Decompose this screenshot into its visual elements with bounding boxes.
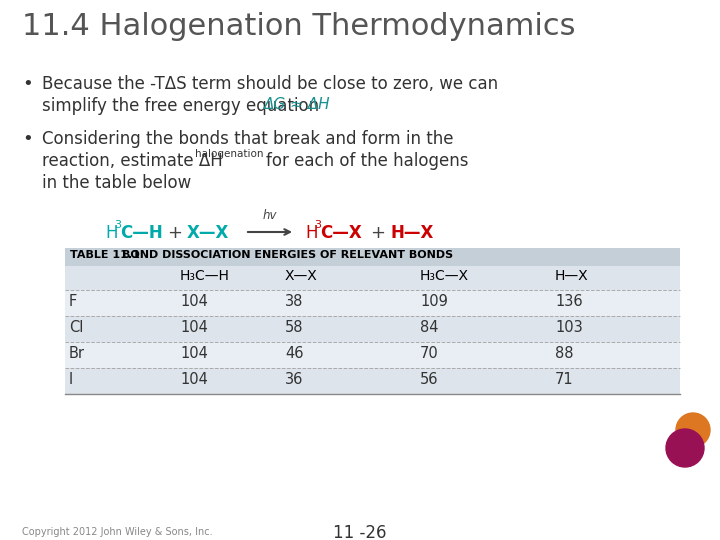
Text: 136: 136 [555,294,582,309]
Text: C—H: C—H [120,224,163,242]
Text: Because the -TΔS term should be close to zero, we can: Because the -TΔS term should be close to… [42,75,498,93]
Text: 104: 104 [180,346,208,361]
Text: I: I [69,372,73,387]
Text: 3: 3 [314,220,321,230]
Text: ΔG ≈ ΔH: ΔG ≈ ΔH [264,97,330,112]
Text: Br: Br [69,346,85,361]
Circle shape [676,413,710,447]
Text: •: • [22,75,32,93]
Text: Copyright 2012 John Wiley & Sons, Inc.: Copyright 2012 John Wiley & Sons, Inc. [22,527,212,537]
Text: •: • [22,130,32,148]
Text: 88: 88 [555,346,574,361]
Text: 46: 46 [285,346,304,361]
Text: 56: 56 [420,372,438,387]
Text: 104: 104 [180,294,208,309]
Text: C—X: C—X [320,224,361,242]
Text: Considering the bonds that break and form in the: Considering the bonds that break and for… [42,130,454,148]
Text: +: + [167,224,182,242]
Text: for each of the halogens: for each of the halogens [266,152,469,170]
Bar [65,368,680,394]
Text: +: + [370,224,385,242]
Text: H—X: H—X [390,224,433,242]
Text: H: H [305,224,318,242]
Text: 38: 38 [285,294,303,309]
Text: 58: 58 [285,320,304,335]
Text: 11 -26: 11 -26 [333,524,387,540]
Text: Cl: Cl [69,320,84,335]
Text: X—X: X—X [285,269,318,283]
Text: H: H [105,224,117,242]
Text: halogenation: halogenation [195,149,264,159]
Text: hv: hv [263,209,277,222]
Text: H₃C—H: H₃C—H [180,269,230,283]
Text: reaction, estimate ΔH: reaction, estimate ΔH [42,152,222,170]
Text: simplify the free energy equation: simplify the free energy equation [42,97,319,115]
Text: 84: 84 [420,320,438,335]
Bar [65,248,680,266]
Bar [65,316,680,342]
Text: BOND DISSOCIATION ENERGIES OF RELEVANT BONDS: BOND DISSOCIATION ENERGIES OF RELEVANT B… [122,250,453,260]
Text: 104: 104 [180,320,208,335]
Text: 3: 3 [114,220,121,230]
Text: 71: 71 [555,372,574,387]
Bar [65,342,680,368]
Text: 11.4 Halogenation Thermodynamics: 11.4 Halogenation Thermodynamics [22,12,575,41]
Text: TABLE 11.1: TABLE 11.1 [70,250,140,260]
Bar [65,266,680,290]
Text: 103: 103 [555,320,582,335]
Text: 109: 109 [420,294,448,309]
Circle shape [666,429,704,467]
Text: F: F [69,294,77,309]
Text: in the table below: in the table below [42,174,192,192]
Text: X—X: X—X [187,224,230,242]
Text: 70: 70 [420,346,438,361]
Text: H₃C—X: H₃C—X [420,269,469,283]
Text: 104: 104 [180,372,208,387]
Text: 36: 36 [285,372,303,387]
Bar [65,290,680,316]
Text: H—X: H—X [555,269,589,283]
